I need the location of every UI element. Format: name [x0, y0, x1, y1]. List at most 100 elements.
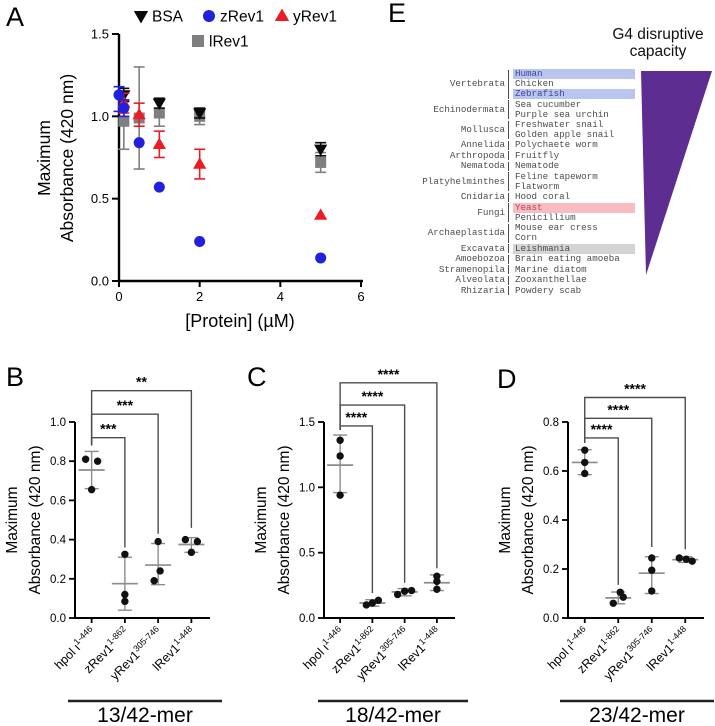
taxon-group-label: Alveolata: [455, 274, 505, 286]
group-bracket: [508, 203, 509, 223]
taxon-group-row: Vertebrata Human Chicken Zebrafish: [388, 69, 635, 100]
triangle-down-marker: [193, 108, 207, 120]
data-point: [374, 596, 383, 605]
species-column: Human Chicken Zebrafish: [509, 69, 635, 100]
taxon-group-label: Amoebozoa: [455, 253, 505, 265]
data-point: [181, 535, 190, 544]
dot-group: [178, 535, 205, 557]
taxon-group-label: Vertebrata: [449, 78, 505, 90]
dot-group: [423, 572, 450, 593]
data-point: [121, 590, 129, 599]
species-label: Polychaete worm: [515, 139, 598, 151]
data-point: [675, 554, 683, 562]
y-tick-label: 1.0: [299, 482, 315, 494]
panel-e-phylogeny: G4 disruptive capacity Vertebrata Human Ch…: [380, 0, 715, 350]
triangle-up-marker: [152, 137, 166, 149]
y-axis-title: Absorbance (420 nm): [27, 445, 44, 594]
significance-bracket: [339, 425, 374, 594]
square-marker: [315, 156, 327, 168]
triangle-down-marker: [152, 98, 166, 110]
data-point: [400, 587, 409, 595]
species-label: Flatworm: [515, 180, 560, 192]
significance-label: ****: [624, 381, 646, 397]
y-tick-label: 0.6: [50, 495, 66, 507]
taxon-group-row: Arthropoda Fruitfly: [388, 151, 635, 162]
data-point: [154, 537, 162, 546]
taxon-group-label: Cnidaria: [460, 191, 505, 203]
square-marker: [118, 115, 130, 127]
square-marker: [153, 107, 165, 119]
group-bracket: [508, 254, 509, 264]
significance-bracket: [339, 382, 438, 569]
group-bracket: [508, 100, 509, 119]
circle-marker: [153, 181, 165, 193]
dot-group: [605, 588, 632, 607]
species-column: Marine diatom: [509, 263, 635, 275]
species-label: Powdery scab: [515, 284, 582, 296]
legend-label: yRev1: [293, 9, 337, 26]
significance-bracket: [90, 389, 193, 528]
y-tick-label: 0.2: [543, 564, 559, 576]
triangle-up-marker: [314, 208, 328, 220]
data-point: [433, 577, 441, 586]
triangle-down-marker: [314, 144, 328, 157]
dot-group: [327, 434, 354, 499]
square-marker: [192, 35, 204, 47]
panel-a-letter: A: [6, 2, 25, 32]
species-column: Mouse ear cress Corn: [509, 223, 635, 243]
data-point: [581, 458, 589, 467]
data-point: [187, 548, 196, 557]
significance-label: ***: [117, 397, 134, 413]
x-tick-label: 4: [277, 289, 284, 304]
triangle-up-marker: [193, 157, 207, 169]
legend-label: zRev1: [220, 9, 264, 26]
group-bracket: [508, 244, 509, 254]
data-point: [609, 599, 617, 607]
species-column: Nematode: [509, 161, 635, 171]
data-point: [648, 566, 656, 574]
group-bracket: [508, 223, 509, 243]
circle-marker: [194, 235, 206, 247]
significance-label: ****: [345, 409, 367, 425]
panel-c-letter: C: [247, 362, 267, 392]
data-point: [87, 485, 96, 494]
data-point: [433, 585, 441, 593]
x-tick-label: 2: [196, 289, 203, 304]
group-bracket: [508, 69, 509, 99]
taxon-group-label: Annelida: [460, 139, 505, 151]
y-tick-label: 0.4: [50, 535, 67, 547]
taxon-group-row: Echinodermata Sea cucumber Purple sea urch…: [388, 99, 635, 119]
group-bracket: [508, 161, 509, 171]
taxon-group-label: Fungi: [477, 206, 505, 218]
significance-bracket: [90, 436, 126, 548]
data-point: [581, 446, 589, 454]
x-tick-label: 6: [357, 289, 364, 304]
taxon-group-row: Archaeplastida Mouse ear cress Corn: [388, 223, 635, 243]
species-label: Sea cucumber: [515, 98, 582, 110]
dot-group: [359, 596, 386, 609]
legend-label: lRev1: [209, 34, 249, 51]
panel-e-letter: E: [388, 0, 407, 28]
triangle-up-marker: [132, 107, 146, 120]
series-BSA: [117, 87, 328, 157]
group-bracket: [508, 265, 509, 275]
species-label: Nematode: [515, 160, 560, 172]
y-tick-label: 0.2: [50, 574, 66, 586]
heading-line-1: G4 disruptive: [612, 26, 704, 43]
taxon-group-label: Stramenopila: [438, 263, 505, 275]
species-column: Brain eating amoeba: [509, 254, 635, 264]
data-point: [81, 455, 90, 463]
group-bracket: [508, 192, 509, 202]
species-label: Zebrafish: [513, 89, 635, 100]
panel-d-letter: D: [497, 364, 517, 394]
species-label: Feline tapeworm: [515, 170, 598, 182]
taxon-group-label: Nematoda: [460, 160, 505, 172]
taxon-group-label: Excavata: [460, 242, 505, 254]
taxon-group-row: Amoebozoa Brain eating amoeba: [388, 254, 635, 265]
x-tick-label: 0: [115, 289, 122, 304]
y-tick-label: 0.0: [91, 274, 109, 289]
species-label: Marine diatom: [515, 263, 587, 275]
y-axis-title: Maximum: [4, 486, 21, 553]
